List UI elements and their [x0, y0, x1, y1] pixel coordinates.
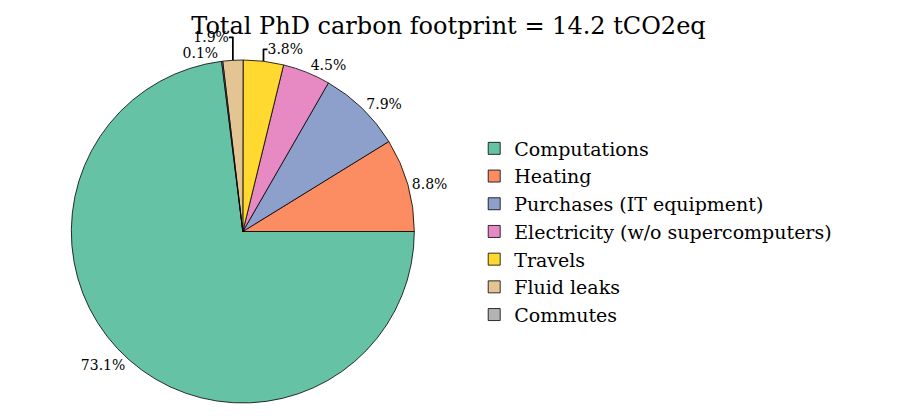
svg-text:Heating: Heating	[514, 165, 591, 187]
svg-text:Purchases (IT equipment): Purchases (IT equipment)	[514, 193, 763, 215]
svg-text:1.9%: 1.9%	[193, 29, 229, 45]
svg-text:0.1%: 0.1%	[183, 45, 219, 61]
svg-text:7.9%: 7.9%	[366, 96, 402, 112]
svg-text:73.1%: 73.1%	[81, 357, 125, 373]
svg-text:Commutes: Commutes	[514, 304, 617, 326]
svg-text:8.8%: 8.8%	[412, 176, 448, 192]
svg-text:Electricity (w/o supercomputer: Electricity (w/o supercomputers)	[514, 221, 831, 243]
svg-text:Fluid leaks: Fluid leaks	[514, 276, 620, 298]
svg-text:Computations: Computations	[514, 138, 649, 160]
svg-text:Total PhD carbon footprint = 1: Total PhD carbon footprint = 14.2 tCO2eq	[191, 12, 705, 40]
svg-text:4.5%: 4.5%	[311, 57, 347, 73]
svg-text:Travels: Travels	[514, 249, 585, 271]
svg-text:3.8%: 3.8%	[267, 41, 303, 57]
